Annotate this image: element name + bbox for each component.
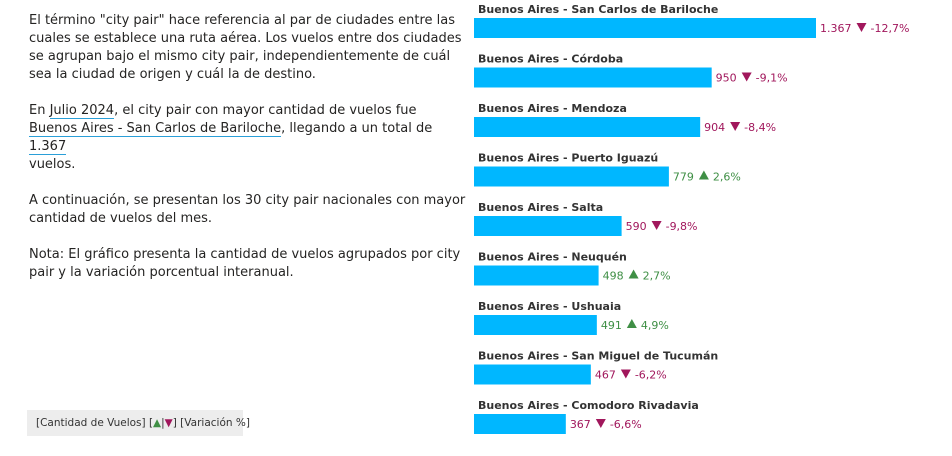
category-label: Buenos Aires - Salta [478, 201, 603, 214]
city-pair-bar-chart: Buenos Aires - San Carlos de Bariloche 1.… [474, 3, 909, 434]
variation-label: 2,6% [713, 171, 741, 184]
category-label: Buenos Aires - Córdoba [478, 53, 623, 66]
up-arrow-icon [626, 319, 637, 328]
value-label: 367 [570, 418, 591, 431]
bar[interactable] [474, 315, 597, 335]
variation-label: -9,1% [756, 72, 788, 85]
down-arrow-icon [730, 122, 741, 131]
value-label: 590 [626, 220, 647, 233]
summary-mid: , el city pair con mayor cantidad de vue… [114, 103, 417, 118]
category-label: Buenos Aires - Comodoro Rivadavia [478, 399, 699, 412]
summary-suffix: vuelos. [29, 157, 76, 172]
top-pair-highlight: Buenos Aires - San Carlos de Bariloche [29, 121, 282, 137]
category-label: Buenos Aires - Puerto Iguazú [478, 152, 658, 165]
category-label: Buenos Aires - San Carlos de Bariloche [478, 3, 718, 16]
intro-paragraph: El término "city pair" hace referencia a… [29, 13, 462, 82]
bar-row: Buenos Aires - Puerto Iguazú 779 2,6% [474, 152, 741, 187]
list-intro-paragraph: A continuación, se presentan los 30 city… [29, 193, 466, 226]
down-arrow-icon [595, 419, 606, 428]
category-label: Buenos Aires - San Miguel de Tucumán [478, 350, 718, 363]
variation-label: -6,6% [610, 418, 642, 431]
down-arrow-icon [741, 72, 752, 82]
variation-label: 4,9% [641, 319, 669, 332]
category-label: Buenos Aires - Neuquén [478, 251, 627, 264]
summary-paragraph: En Julio 2024, el city pair con mayor ca… [29, 102, 469, 174]
down-arrow-icon [856, 23, 867, 32]
variation-label: -12,7% [871, 22, 910, 35]
down-arrow-icon [651, 221, 662, 230]
category-label: Buenos Aires - Mendoza [478, 102, 627, 115]
bar[interactable] [474, 265, 599, 286]
description-panel: El término "city pair" hace referencia a… [29, 12, 469, 300]
variation-label: -6,2% [635, 369, 667, 382]
summary-mid2: , llegando a un total de [281, 121, 433, 136]
bar-row: Buenos Aires - Córdoba 950 -9,1% [474, 53, 788, 88]
bar-row: Buenos Aires - San Carlos de Bariloche 1.… [474, 3, 909, 38]
summary-prefix: En [29, 103, 50, 118]
value-label: 950 [716, 72, 737, 85]
bar[interactable] [474, 166, 669, 187]
legend-box: [Cantidad de Vuelos] [▲|▼] [Variación %] [27, 410, 250, 436]
note-paragraph: Nota: El gráfico presenta la cantidad de… [29, 247, 461, 280]
bar-row: Buenos Aires - Mendoza 904 -8,4% [474, 102, 776, 137]
legend-up-arrow-icon: ▲ [153, 417, 162, 429]
value-label: 491 [601, 319, 622, 332]
value-label: 498 [603, 270, 624, 283]
bar[interactable] [474, 414, 566, 434]
bar-row: Buenos Aires - Ushuaia 491 4,9% [474, 300, 669, 335]
value-label: 467 [595, 369, 616, 382]
legend-text-1: [Cantidad de Vuelos] [ [36, 417, 154, 429]
bar[interactable] [474, 117, 701, 137]
legend-separator: | [161, 417, 165, 429]
variation-label: 2,7% [643, 270, 671, 283]
period-highlight: Julio 2024 [49, 103, 115, 119]
down-arrow-icon [620, 369, 631, 379]
legend-down-arrow-icon: ▼ [164, 417, 173, 429]
up-arrow-icon [698, 170, 709, 180]
top-value-highlight: 1.367 [29, 139, 67, 155]
bar-row: Buenos Aires - San Miguel de Tucumán 467 -… [474, 350, 718, 385]
bar[interactable] [474, 364, 591, 385]
bar-row: Buenos Aires - Neuquén 498 2,7% [474, 251, 671, 286]
value-label: 904 [704, 121, 725, 134]
up-arrow-icon [628, 269, 639, 279]
bar[interactable] [474, 67, 712, 88]
variation-label: -9,8% [666, 220, 698, 233]
value-label: 779 [673, 171, 694, 184]
bar[interactable] [474, 216, 622, 236]
bar[interactable] [474, 18, 816, 38]
variation-label: -8,4% [744, 121, 776, 134]
bar-row: Buenos Aires - Comodoro Rivadavia 367 -6,6… [474, 399, 699, 434]
value-label: 1.367 [820, 22, 852, 35]
bar-row: Buenos Aires - Salta 590 -9,8% [474, 201, 698, 236]
legend-text-2: ] [Variación %] [172, 417, 250, 429]
category-label: Buenos Aires - Ushuaia [478, 300, 621, 313]
